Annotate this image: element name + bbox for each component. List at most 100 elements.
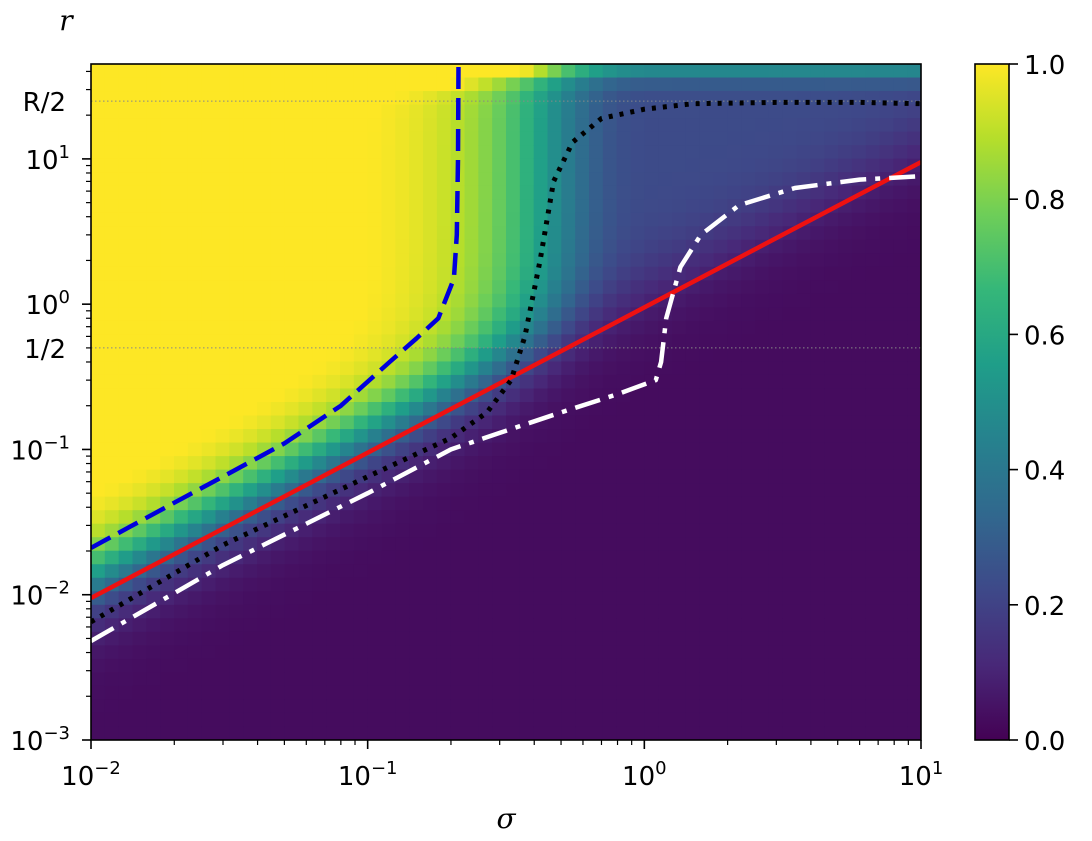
heatmap-cell <box>312 212 327 227</box>
heatmap-cell <box>575 442 590 457</box>
heatmap-cell <box>229 415 244 430</box>
heatmap-cell <box>838 374 853 390</box>
heatmap-cell <box>215 402 230 417</box>
heatmap-cell <box>257 402 272 417</box>
heatmap-cell <box>229 307 244 322</box>
heatmap-cell <box>326 226 341 241</box>
heatmap-cell <box>118 712 134 728</box>
heatmap-cell <box>340 564 355 579</box>
heatmap-cell <box>602 442 618 457</box>
heatmap-cell <box>755 334 770 349</box>
heatmap-cell <box>298 658 313 673</box>
heatmap-cell <box>533 293 549 308</box>
heatmap-cell <box>257 104 272 119</box>
heatmap-cell <box>589 523 604 538</box>
heatmap-cell <box>838 415 853 430</box>
heatmap-cell <box>519 212 535 227</box>
heatmap-cell <box>727 64 742 79</box>
heatmap-cell <box>755 361 770 376</box>
heatmap-cell <box>312 226 327 241</box>
heatmap-cell <box>685 64 701 79</box>
heatmap-cell <box>741 415 756 430</box>
heatmap-cell <box>561 672 576 687</box>
heatmap-cell <box>838 280 853 295</box>
heatmap-cell <box>187 645 203 660</box>
heatmap-cell <box>298 199 313 214</box>
heatmap-cell <box>478 374 493 390</box>
heatmap-cell <box>326 658 341 673</box>
heatmap-cell <box>326 374 341 390</box>
heatmap-cell <box>602 185 618 200</box>
heatmap-cell <box>146 442 161 457</box>
heatmap-cell <box>519 550 535 565</box>
heatmap-cell <box>741 226 756 241</box>
heatmap-cell <box>547 131 562 146</box>
heatmap-cell <box>104 726 120 740</box>
heatmap-cell <box>395 307 410 322</box>
heatmap-cell <box>243 537 258 552</box>
heatmap-cell <box>782 483 798 498</box>
heatmap-cell <box>630 320 645 335</box>
heatmap-cell <box>713 388 728 403</box>
y-tick-label: 101 <box>25 142 70 176</box>
heatmap-cell <box>478 172 493 187</box>
heatmap-cell <box>713 483 728 498</box>
heatmap-cell <box>395 442 410 457</box>
heatmap-cell <box>506 334 521 349</box>
heatmap-cell <box>741 483 756 498</box>
heatmap-cell <box>340 266 355 281</box>
heatmap-cell <box>699 320 715 335</box>
heatmap-cell <box>450 347 466 363</box>
heatmap-cell <box>672 293 687 308</box>
heatmap-cell <box>616 672 632 687</box>
heatmap-cell <box>630 185 645 200</box>
heatmap-cell <box>118 645 134 660</box>
heatmap-cell <box>367 77 383 92</box>
heatmap-cell <box>229 361 244 376</box>
heatmap-cell <box>851 550 867 565</box>
heatmap-cell <box>519 347 535 363</box>
heatmap-cell <box>160 577 175 592</box>
heatmap-cell <box>838 658 853 673</box>
heatmap-cell <box>132 577 147 592</box>
heatmap-cell <box>243 604 258 619</box>
heatmap-cell <box>353 618 369 633</box>
heatmap-cell <box>589 172 604 187</box>
heatmap-cell <box>353 429 369 444</box>
heatmap-cell <box>616 347 632 363</box>
heatmap-cell <box>492 402 507 417</box>
heatmap-cell <box>381 266 396 281</box>
heatmap-cell <box>229 483 244 498</box>
series-line-dashdot <box>91 173 921 643</box>
heatmap-cell <box>146 226 161 241</box>
heatmap-cell <box>340 618 355 633</box>
heatmap-cell <box>810 712 825 728</box>
heatmap-cell <box>893 199 908 214</box>
heatmap-cell <box>436 226 452 241</box>
heatmap-cell <box>602 564 618 579</box>
heatmap-cell <box>685 631 701 646</box>
heatmap-cell <box>187 118 203 133</box>
heatmap-cell <box>353 104 369 119</box>
heatmap-cell <box>492 347 507 363</box>
heatmap-cell <box>519 604 535 619</box>
heatmap-cell <box>506 158 521 173</box>
heatmap-cell <box>782 591 798 606</box>
heatmap-cell <box>326 564 341 579</box>
heatmap-cell <box>810 699 825 714</box>
heatmap-cell <box>229 402 244 417</box>
heatmap-cell <box>575 266 590 281</box>
heatmap-cell <box>243 374 258 390</box>
heatmap-cell <box>423 280 438 295</box>
heatmap-cell <box>340 415 355 430</box>
heatmap-cell <box>824 266 839 281</box>
heatmap-cell <box>616 699 632 714</box>
heatmap-cell <box>353 604 369 619</box>
heatmap-cell <box>713 91 728 106</box>
heatmap-cell <box>616 212 632 227</box>
heatmap-cell <box>865 523 881 538</box>
heatmap-cell <box>353 685 369 701</box>
heatmap-cell <box>464 185 479 200</box>
heatmap-cell <box>907 374 921 390</box>
